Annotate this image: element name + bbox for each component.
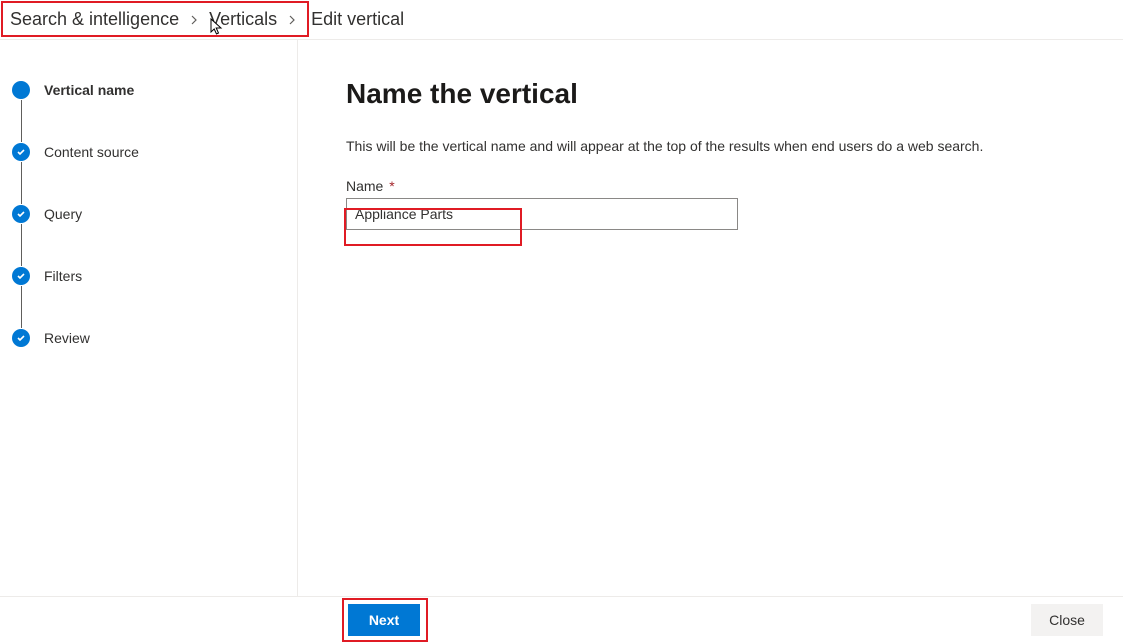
step-bullet-check-icon: [12, 143, 30, 161]
wizard-step-label: Query: [44, 206, 82, 222]
chevron-right-icon: [189, 15, 199, 25]
page-title: Name the vertical: [346, 78, 1099, 110]
step-connector: [21, 286, 22, 328]
close-button[interactable]: Close: [1031, 604, 1103, 636]
wizard-step-label: Content source: [44, 144, 139, 160]
breadcrumb-link-verticals[interactable]: Verticals: [207, 9, 279, 30]
wizard-step-content-source[interactable]: Content source: [12, 142, 285, 162]
chevron-right-icon: [287, 15, 297, 25]
name-field-label: Name *: [346, 178, 1099, 194]
step-connector: [21, 224, 22, 266]
wizard-step-label: Filters: [44, 268, 82, 284]
step-bullet-check-icon: [12, 267, 30, 285]
wizard-step-query[interactable]: Query: [12, 204, 285, 224]
main-content: Name the vertical This will be the verti…: [298, 40, 1123, 596]
wizard-step-vertical-name[interactable]: Vertical name: [12, 80, 285, 100]
required-star-icon: *: [389, 178, 394, 194]
step-bullet-check-icon: [12, 205, 30, 223]
wizard-step-label: Vertical name: [44, 82, 134, 98]
breadcrumb-current: Edit vertical: [305, 9, 404, 30]
step-connector: [21, 100, 22, 142]
step-bullet-current-icon: [12, 81, 30, 99]
breadcrumb-link-search-intelligence[interactable]: Search & intelligence: [8, 9, 181, 30]
wizard-step-review[interactable]: Review: [12, 328, 285, 348]
step-bullet-check-icon: [12, 329, 30, 347]
wizard-step-filters[interactable]: Filters: [12, 266, 285, 286]
wizard-step-label: Review: [44, 330, 90, 346]
step-connector: [21, 162, 22, 204]
next-button[interactable]: Next: [348, 604, 420, 636]
vertical-name-input[interactable]: [346, 198, 738, 230]
breadcrumb: Search & intelligence Verticals Edit ver…: [0, 0, 1123, 40]
page-description: This will be the vertical name and will …: [346, 138, 1099, 154]
wizard-steps-rail: Vertical name Content source Query: [0, 40, 298, 596]
name-field-label-text: Name: [346, 178, 383, 194]
wizard-footer: Next Close: [0, 596, 1123, 642]
